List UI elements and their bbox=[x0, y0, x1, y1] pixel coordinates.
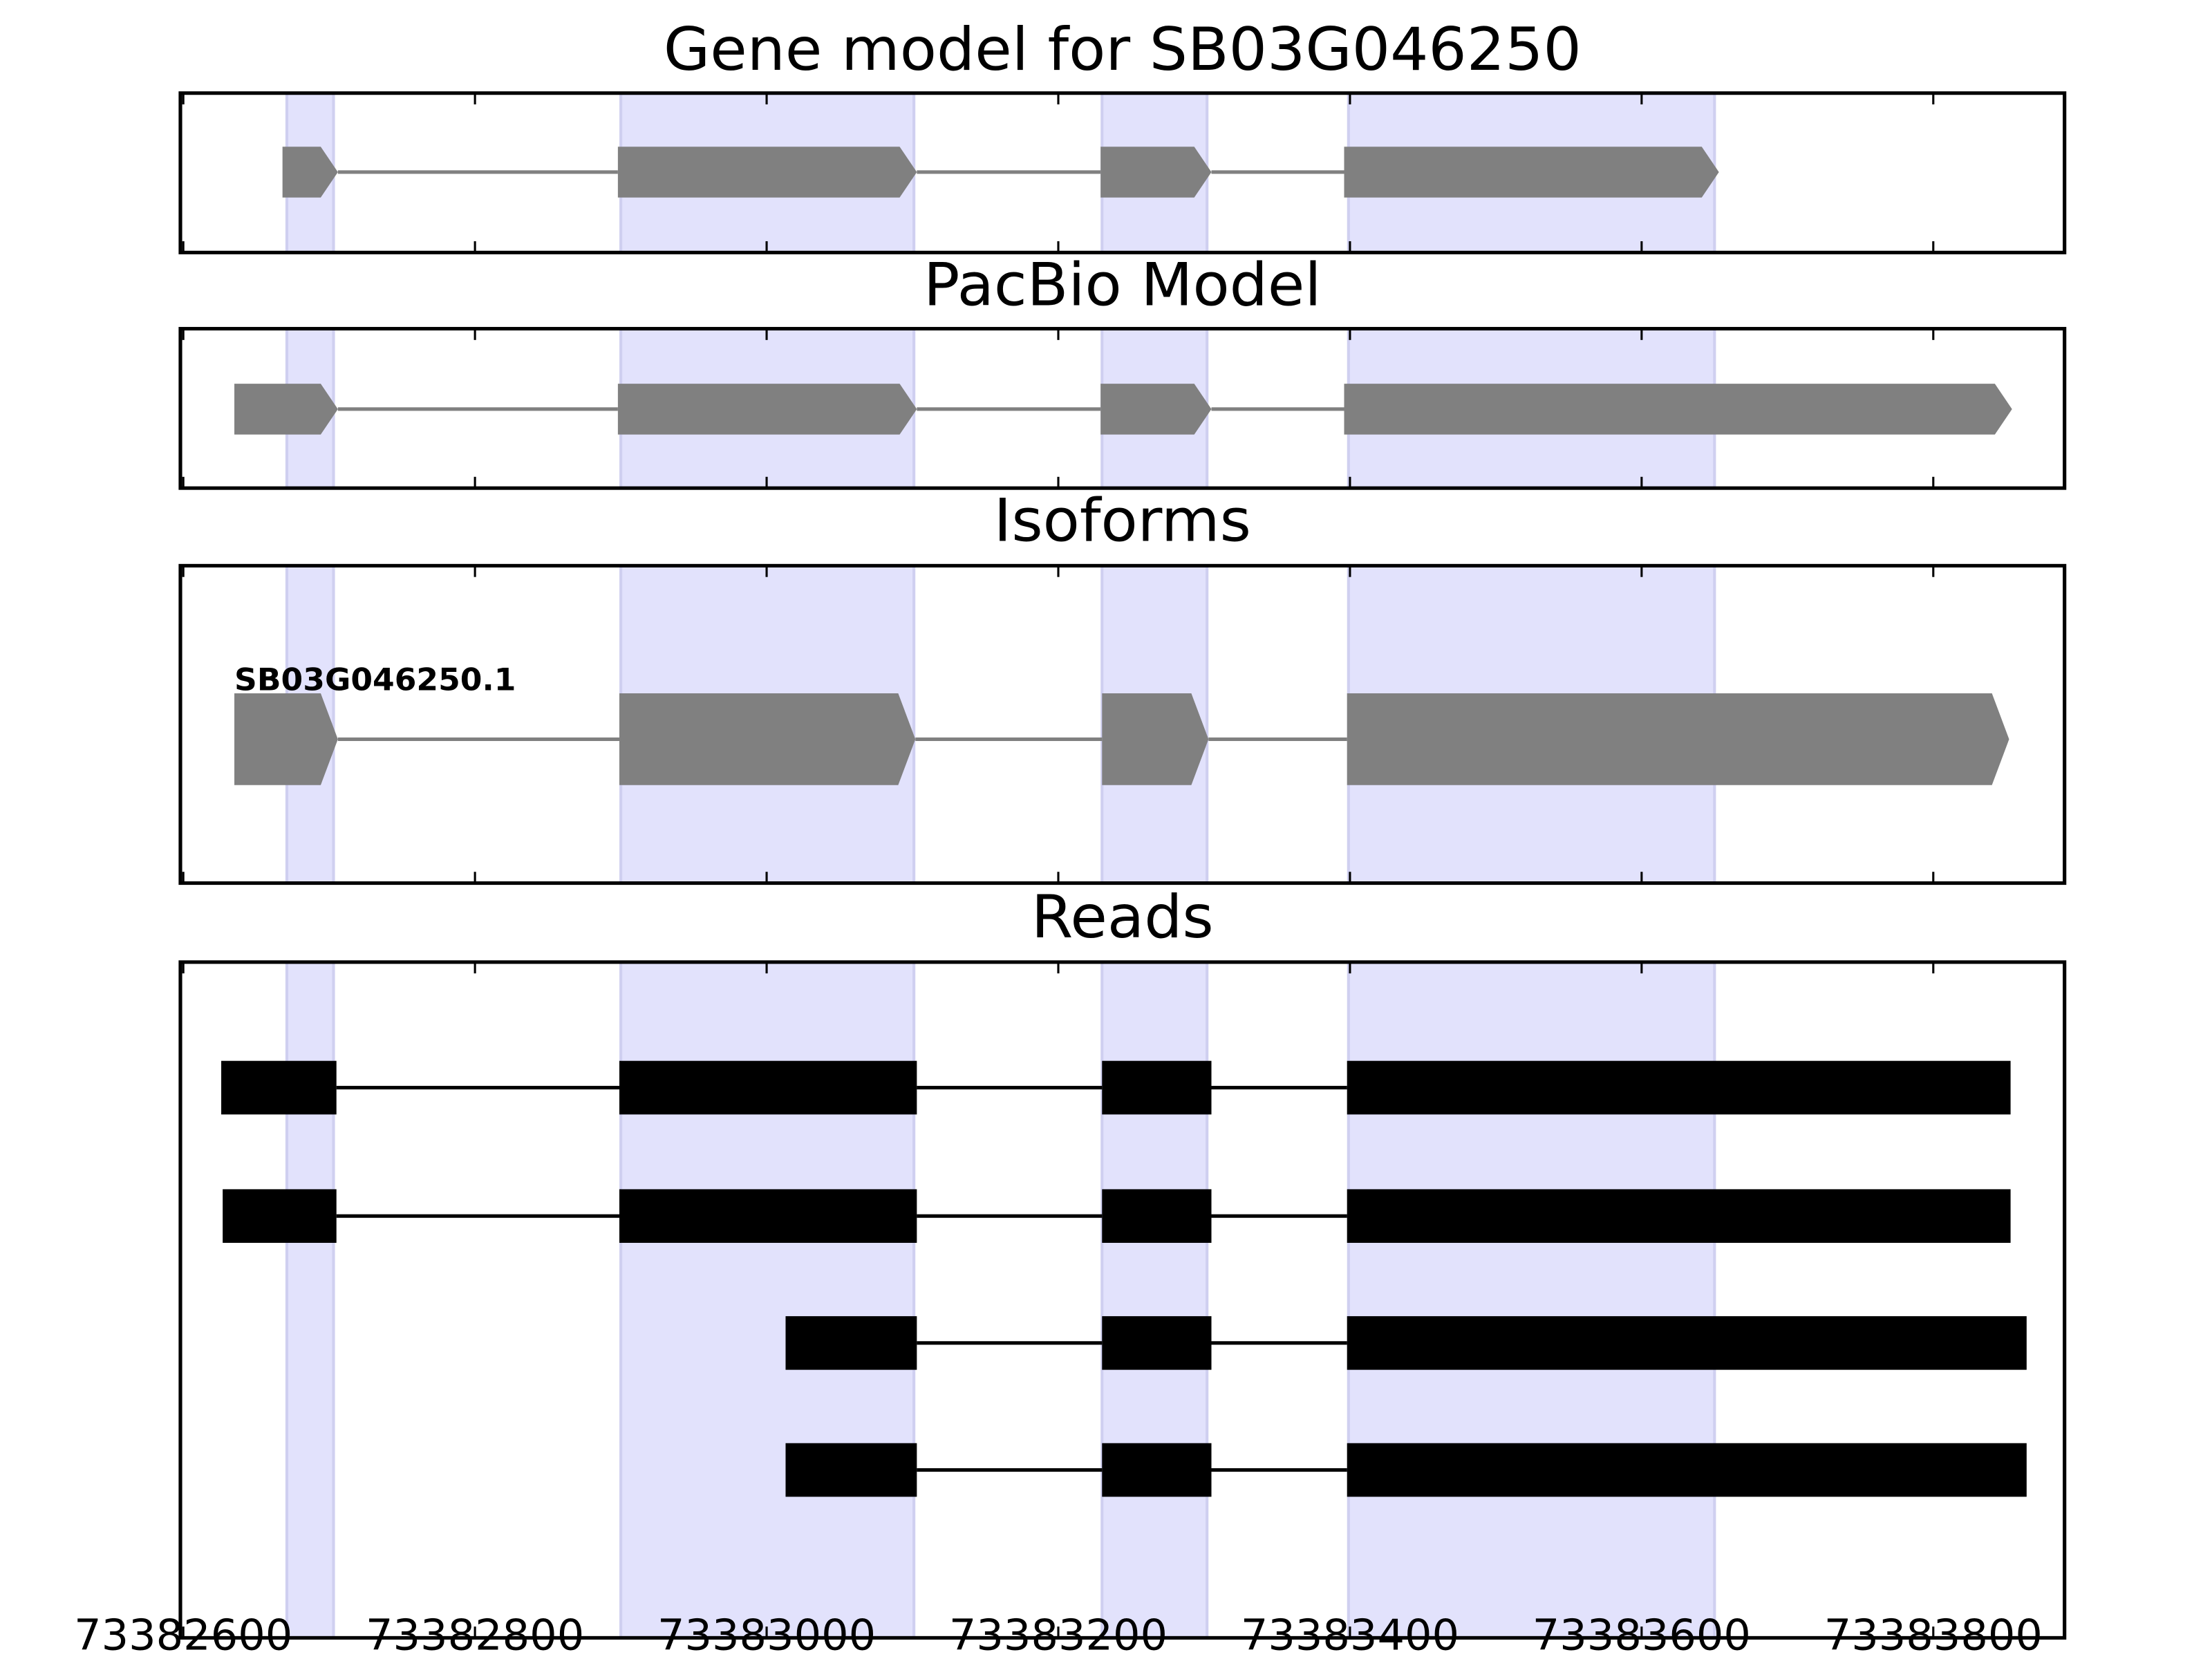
panel-title: Reads bbox=[1031, 883, 1214, 952]
x-tick-label: 73383200 bbox=[949, 1611, 1168, 1659]
exon bbox=[1100, 147, 1212, 198]
read-block bbox=[1102, 1316, 1212, 1370]
transcript bbox=[221, 1060, 2011, 1115]
read-block bbox=[223, 1189, 337, 1243]
exon bbox=[282, 147, 338, 198]
read-block bbox=[619, 1189, 917, 1243]
exon bbox=[1100, 384, 1212, 435]
x-tick-label: 73383600 bbox=[1533, 1611, 1751, 1659]
transcript bbox=[223, 1189, 2011, 1243]
transcript bbox=[282, 147, 1719, 198]
read-block bbox=[1102, 1189, 1212, 1243]
transcript bbox=[234, 384, 2012, 435]
x-tick-label: 73383800 bbox=[1824, 1611, 2043, 1659]
read-block bbox=[1347, 1060, 2011, 1115]
transcript bbox=[234, 693, 2009, 785]
panel-frame bbox=[178, 91, 2067, 254]
transcript bbox=[785, 1443, 2027, 1497]
x-tick-label: 73382600 bbox=[74, 1611, 292, 1659]
read-block bbox=[785, 1316, 917, 1370]
exon bbox=[234, 384, 338, 435]
read-block bbox=[1102, 1443, 1212, 1497]
transcript bbox=[785, 1316, 2027, 1370]
read-block bbox=[1347, 1443, 2027, 1497]
exon bbox=[234, 693, 338, 785]
read-block bbox=[1347, 1316, 2027, 1370]
exon bbox=[617, 147, 917, 198]
exon bbox=[619, 693, 916, 785]
panel-frame bbox=[178, 563, 2067, 885]
exon bbox=[1347, 693, 2009, 785]
panel-title: Isoforms bbox=[994, 487, 1251, 555]
read-block bbox=[1102, 1060, 1212, 1115]
isoform-label: SB03G046250.1 bbox=[234, 662, 516, 698]
read-block bbox=[1347, 1189, 2011, 1243]
x-tick-label: 73383400 bbox=[1241, 1611, 1459, 1659]
read-block bbox=[221, 1060, 337, 1115]
read-block bbox=[785, 1443, 917, 1497]
panel-frame bbox=[178, 326, 2067, 490]
read-block bbox=[619, 1060, 917, 1115]
exon bbox=[617, 384, 917, 435]
panel-title: PacBio Model bbox=[924, 251, 1322, 319]
exon bbox=[1102, 693, 1209, 785]
panel-title: Gene model for SB03G046250 bbox=[664, 15, 1582, 84]
panel-frame bbox=[178, 960, 2067, 1640]
exon bbox=[1344, 147, 1719, 198]
x-tick-label: 73382800 bbox=[366, 1611, 584, 1659]
exon bbox=[1344, 384, 2012, 435]
x-tick-label: 73383000 bbox=[657, 1611, 876, 1659]
